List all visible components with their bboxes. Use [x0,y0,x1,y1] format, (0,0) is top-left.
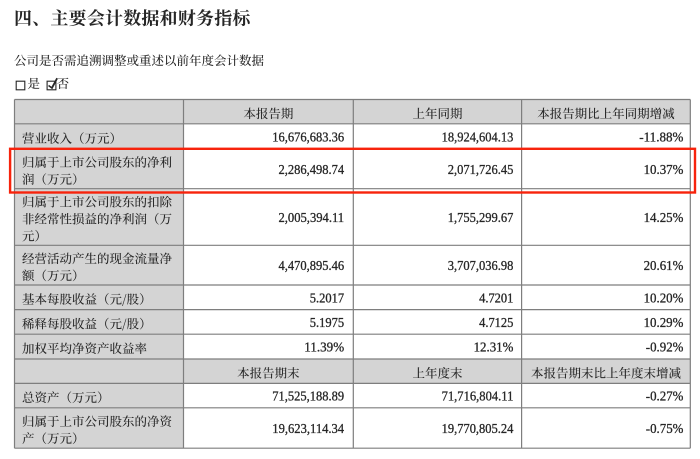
svg-text:16,676,683.36: 16,676,683.36 [272,129,344,144]
svg-text:71,716,804.11: 71,716,804.11 [442,389,514,404]
svg-text:19,623,114.34: 19,623,114.34 [272,421,344,436]
svg-text:5.2017: 5.2017 [310,290,345,305]
svg-text:-0.92%: -0.92% [646,340,684,355]
svg-text:-0.27%: -0.27% [646,389,684,404]
svg-text:4,470,895.46: 4,470,895.46 [279,258,345,273]
svg-text:-0.75%: -0.75% [646,421,684,436]
svg-text:2,005,394.11: 2,005,394.11 [279,210,345,225]
svg-text:18,924,604.13: 18,924,604.13 [442,129,514,144]
svg-text:14.25%: 14.25% [644,210,684,225]
svg-text:4.7125: 4.7125 [479,315,514,330]
svg-text:10.29%: 10.29% [644,315,684,330]
svg-text:4.7201: 4.7201 [479,290,513,305]
svg-text:5.1975: 5.1975 [310,315,345,330]
svg-text:3,707,036.98: 3,707,036.98 [448,258,514,273]
svg-text:1,755,299.67: 1,755,299.67 [448,210,514,225]
svg-text:12.31%: 12.31% [474,340,514,355]
svg-text:10.20%: 10.20% [644,290,684,305]
svg-text:2,071,726.45: 2,071,726.45 [448,162,514,177]
svg-text:-11.88%: -11.88% [639,129,683,144]
svg-text:11.39%: 11.39% [304,340,344,355]
svg-text:19,770,805.24: 19,770,805.24 [442,421,514,436]
svg-text:2,286,498.74: 2,286,498.74 [279,162,345,177]
svg-text:20.61%: 20.61% [644,258,684,273]
svg-text:71,525,188.89: 71,525,188.89 [272,389,344,404]
svg-text:10.37%: 10.37% [644,162,684,177]
